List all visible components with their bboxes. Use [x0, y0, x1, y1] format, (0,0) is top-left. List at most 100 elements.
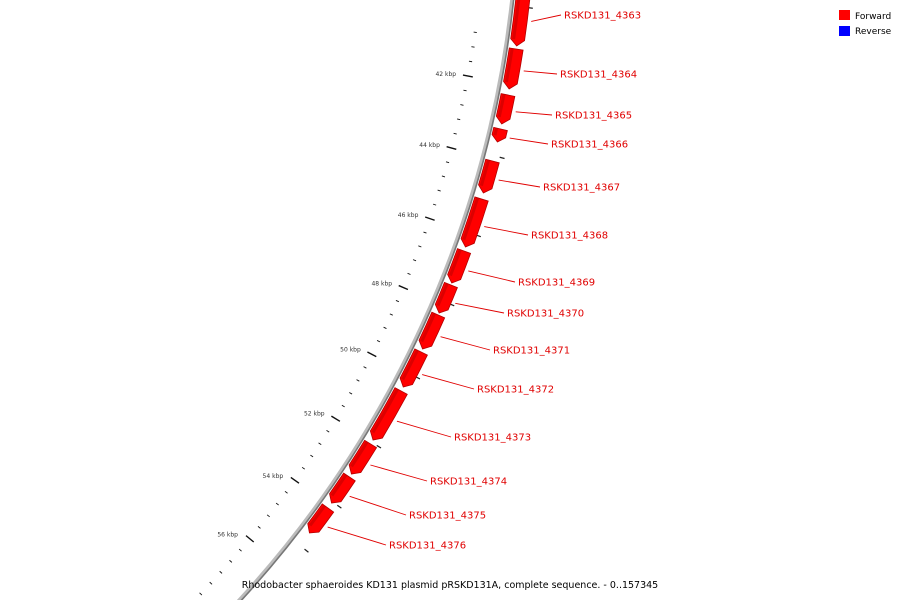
ruler-minor-tick	[412, 259, 417, 262]
backbone-shadow	[236, 0, 515, 600]
gene-leader-line	[523, 70, 558, 75]
gene-arrow	[460, 196, 489, 248]
ruler-minor-tick	[356, 379, 360, 382]
ruler-minor-tick	[423, 231, 427, 234]
ruler-minor-tick	[418, 245, 422, 248]
ruler-minor-tick	[209, 581, 213, 585]
legend-label-reverse: Reverse	[855, 27, 892, 37]
ruler-minor-tick	[301, 466, 305, 470]
gene-leader-line	[455, 302, 505, 314]
gene-label: RSKD131_4370	[507, 309, 584, 320]
gene-arrow-shade	[462, 197, 480, 241]
ruler-minor-tick	[257, 526, 261, 529]
legend: Forward Reverse	[839, 10, 892, 37]
ruler-major-tick	[245, 535, 255, 543]
ruler-minor-tick	[441, 175, 446, 178]
gene-arrow-shade	[504, 48, 514, 83]
ruler-minor-tick	[266, 514, 270, 518]
gene-arrow	[348, 439, 378, 475]
gene-arrow	[369, 387, 408, 441]
ruler-minor-tick	[395, 300, 400, 303]
ruler-minor-tick	[238, 548, 242, 552]
gene-label: RSKD131_4365	[555, 111, 632, 122]
gene-label: RSKD131_4366	[551, 140, 628, 151]
ruler-tick-label: 48 kbp	[371, 280, 392, 287]
ruler-minor-tick	[407, 272, 411, 275]
ruler-minor-tick	[275, 502, 279, 506]
ruler-minor-tick	[445, 161, 450, 164]
gene-arrow	[434, 281, 458, 314]
gene-label: RSKD131_4367	[543, 183, 620, 194]
gene-label: RSKD131_4369	[518, 278, 595, 289]
ruler-major-tick	[331, 415, 341, 422]
backbone	[236, 0, 515, 600]
legend-swatch-forward	[839, 10, 850, 20]
gene-arrow-shade	[497, 93, 506, 118]
gene-arrow	[447, 248, 472, 284]
ruler-tick-label: 52 kbp	[304, 411, 325, 418]
ruler-minor-tick	[199, 592, 203, 596]
gene-arrow	[418, 311, 446, 350]
gene-label: RSKD131_4368	[531, 231, 608, 242]
ruler-minor-tick	[453, 132, 457, 135]
gene-arrow-shade	[436, 282, 449, 307]
track-tick	[336, 504, 342, 509]
gene-leader-line	[327, 526, 387, 546]
gene-label: RSKD131_4375	[409, 511, 486, 522]
ruler-minor-tick	[326, 430, 330, 433]
gene-label: RSKD131_4373	[454, 433, 531, 444]
gene-arrow	[307, 503, 335, 534]
gene-arrow	[495, 93, 516, 125]
gene-leader-line	[370, 464, 428, 482]
gene-leader-line	[509, 137, 549, 145]
gene-leader-line	[396, 420, 452, 438]
ruler-tick-label: 50 kbp	[340, 347, 361, 354]
gene-track	[307, 0, 531, 534]
gene-label: RSKD131_4376	[389, 541, 466, 552]
gene-arrow-shade	[308, 504, 326, 527]
ruler-minor-tick	[437, 189, 441, 192]
gene-arrow-shade	[371, 388, 399, 434]
ruler-tick-label: 56 kbp	[217, 531, 238, 538]
track-tick	[376, 444, 382, 449]
ruler-tick-label: 46 kbp	[398, 212, 419, 219]
ruler-minor-tick	[468, 60, 473, 63]
gene-arrow-shade	[420, 312, 436, 343]
gene-label: RSKD131_4374	[430, 477, 507, 488]
ruler-major-tick	[367, 351, 377, 358]
ruler-minor-tick	[284, 490, 288, 494]
gene-label: RSKD131_4372	[477, 385, 554, 396]
legend-swatch-reverse	[839, 26, 850, 36]
track-tick	[304, 548, 309, 553]
gene-arrow-shade	[350, 441, 369, 468]
gene-leader-line	[484, 226, 529, 236]
gene-arrow-shade	[401, 349, 419, 381]
ruler-minor-tick	[432, 203, 437, 206]
gene-labels: RSKD131_4363 RSKD131_4364 RSKD131_4365 RSKD…	[327, 11, 641, 552]
gene-leader-line	[422, 374, 475, 390]
gene-arrow	[329, 472, 356, 504]
ruler-minor-tick	[376, 340, 381, 343]
ruler-minor-tick	[383, 326, 387, 329]
ruler-major-tick	[424, 216, 435, 221]
ruler-minor-tick	[389, 313, 393, 316]
gene-arrow-shade	[479, 159, 491, 187]
gene-leader-line	[349, 495, 407, 516]
gene-arrow-shade	[512, 0, 521, 40]
ruler-minor-tick	[219, 570, 223, 574]
gene-arrow-shade	[493, 127, 499, 136]
gene-arrow-shade	[330, 473, 348, 497]
ruler-tick-label: 42 kbp	[435, 71, 456, 78]
ruler-major-tick	[446, 146, 457, 150]
gene-leader-line	[468, 270, 516, 283]
ruler-minor-tick	[456, 118, 461, 121]
track-tick	[499, 156, 505, 160]
ruler-minor-tick	[363, 366, 367, 369]
ruler-minor-tick	[341, 404, 345, 408]
ruler-tick-label: 44 kbp	[419, 142, 440, 149]
ruler-minor-tick	[471, 46, 475, 48]
kbp-ruler: 42 kbp 44 kbp 46 kbp 48 kbp 50 kbp 52 kbp 54 k…	[199, 7, 533, 596]
ruler-minor-tick	[310, 454, 314, 458]
